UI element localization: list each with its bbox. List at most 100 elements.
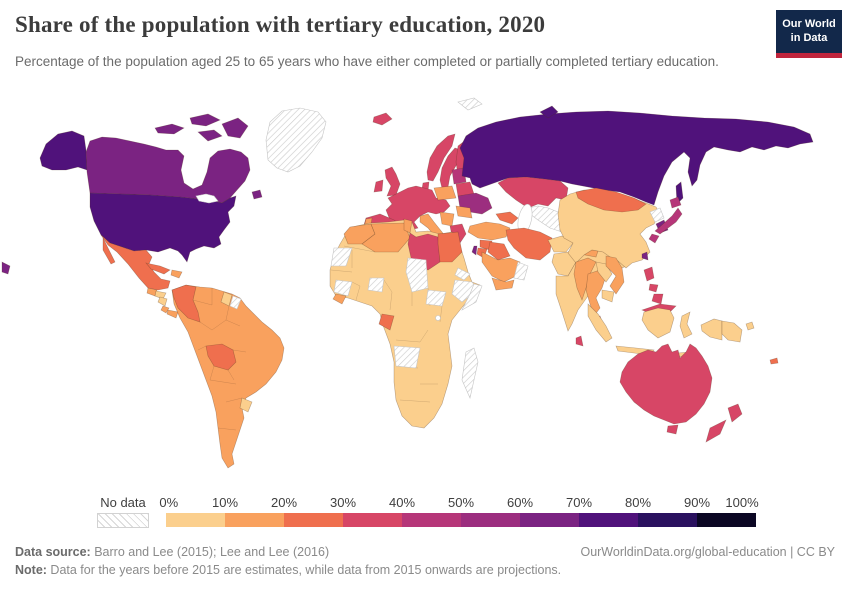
footer-link[interactable]: OurWorldinData.org/global-education | CC… bbox=[580, 545, 835, 559]
country-mexico-baja[interactable]: Mexico: 20-30% bbox=[102, 237, 116, 265]
region-caucasus[interactable]: Caucasus (Georgia, Azerbaijan): 20-30% bbox=[495, 211, 519, 225]
country-gabon[interactable]: Gabon: 20-30% bbox=[378, 313, 395, 331]
country-mexico[interactable]: Mexico: 20-30% bbox=[100, 234, 171, 291]
legend-bin-60-70[interactable] bbox=[520, 513, 579, 527]
page-title: Share of the population with tertiary ed… bbox=[15, 12, 546, 37]
legend-bin-30-40[interactable] bbox=[343, 513, 402, 527]
country-new-caledonia[interactable]: New Caledonia / Vanuatu: 20-30% bbox=[769, 357, 779, 365]
country-indonesia-sulawesi[interactable]: Indonesia: 0-10% bbox=[679, 311, 693, 339]
country-somalia[interactable]: Somalia: No data bbox=[461, 283, 483, 311]
country-canada-island-2[interactable]: Canada: 60-70% bbox=[189, 113, 221, 127]
country-costa-rica[interactable]: Costa Rica: 10-20% bbox=[160, 305, 170, 314]
legend-bin-20-30[interactable] bbox=[284, 513, 343, 527]
country-canada-baffin[interactable]: Canada: 60-70% bbox=[221, 117, 249, 139]
country-oman[interactable]: Oman / UAE: No data bbox=[513, 261, 529, 281]
country-sri-lanka[interactable]: Sri Lanka: 30-40% bbox=[575, 335, 584, 347]
legend-bin-10-20[interactable] bbox=[225, 513, 284, 527]
legend-bin-0-10[interactable] bbox=[166, 513, 225, 527]
legend-bin-80-90[interactable] bbox=[638, 513, 697, 527]
country-egypt[interactable]: Egypt: 20-30% bbox=[437, 231, 463, 263]
country-svalbard[interactable]: Svalbard: No data bbox=[457, 97, 483, 111]
country-japan-kyushu[interactable]: Japan: 40-50% bbox=[648, 233, 660, 244]
country-nicaragua[interactable]: Nicaragua: 0-10% bbox=[157, 296, 168, 307]
country-new-zealand-north[interactable]: New Zealand: 30-40% bbox=[727, 403, 743, 423]
country-united-states[interactable]: United States: 70-80% bbox=[89, 192, 237, 263]
country-canada-island-3[interactable]: Canada: 60-70% bbox=[197, 129, 223, 142]
legend-bin-90-100[interactable] bbox=[697, 513, 756, 527]
country-norway[interactable]: Norway: 30-40% bbox=[426, 133, 456, 182]
country-suriname[interactable]: Suriname: No data bbox=[229, 295, 242, 310]
country-indonesia-sumatra[interactable]: Indonesia: 0-10% bbox=[587, 303, 613, 343]
legend-bin-40-50[interactable] bbox=[402, 513, 461, 527]
country-philippines-visayas[interactable]: Philippines: 30-40% bbox=[648, 283, 659, 293]
country-guyana[interactable]: Guyana: 0-10% bbox=[220, 291, 233, 307]
country-yemen[interactable]: Yemen: 10-20% bbox=[491, 277, 515, 291]
country-alaska[interactable]: United States: 70-80% bbox=[39, 130, 88, 171]
note-text: Data for the years before 2015 are estim… bbox=[46, 563, 562, 578]
owid-logo[interactable]: Our World in Data bbox=[776, 10, 842, 58]
country-israel[interactable]: Israel: 60-70% bbox=[471, 245, 478, 256]
country-canada[interactable]: Canada: 60-70% bbox=[85, 136, 251, 204]
country-iraq[interactable]: Iraq: 20-30% bbox=[487, 241, 511, 261]
country-madagascar[interactable]: Madagascar: No data bbox=[461, 347, 479, 399]
legend-no-data: No data bbox=[97, 495, 149, 528]
country-philippines-luzon[interactable]: Philippines: 30-40% bbox=[643, 266, 655, 282]
country-canada-island-1[interactable]: Canada: 60-70% bbox=[154, 123, 185, 135]
country-panama[interactable]: Panama: 10-20% bbox=[166, 309, 179, 319]
country-australia-tasmania[interactable]: Australia: 30-40% bbox=[666, 424, 679, 435]
country-western-sahara[interactable]: Western Sahara: No data bbox=[330, 247, 353, 267]
country-russia-novaya-zemlya[interactable]: Russia: 70-80% bbox=[539, 105, 559, 119]
legend-tick-50: 50% bbox=[447, 495, 475, 510]
country-cuba[interactable]: Cuba: 20-30% bbox=[145, 262, 171, 275]
country-iceland[interactable]: Iceland: 30-40% bbox=[372, 112, 393, 126]
country-kazakhstan[interactable]: Kazakhstan: 30-40% bbox=[497, 176, 569, 209]
country-balkans[interactable]: Balkans (Serbia, Bulgaria, etc.): 10-20% bbox=[439, 211, 455, 227]
legend-bin-70-80[interactable] bbox=[579, 513, 638, 527]
country-angola[interactable]: Angola: No data bbox=[393, 345, 421, 369]
country-uruguay[interactable]: Uruguay: 0-10% bbox=[239, 397, 253, 413]
country-new-zealand-south[interactable]: New Zealand: 30-40% bbox=[705, 419, 727, 443]
country-liberia[interactable]: Liberia / Sierra Leone: 10-20% bbox=[332, 293, 347, 305]
country-canada-newfoundland[interactable]: Canada: 60-70% bbox=[251, 189, 263, 200]
country-japan-hokkaido[interactable]: Japan: 40-50% bbox=[669, 196, 682, 209]
country-mongolia[interactable]: Mongolia: 20-30% bbox=[575, 187, 647, 213]
country-afghanistan[interactable]: Afghanistan: 0-10% bbox=[547, 235, 575, 253]
country-eritrea[interactable]: Eritrea: No data bbox=[454, 267, 471, 281]
country-vietnam[interactable]: Vietnam: 10-20% bbox=[605, 255, 625, 295]
country-romania[interactable]: Romania: 10-20% bbox=[455, 205, 473, 219]
legend-bin-50-60[interactable] bbox=[461, 513, 520, 527]
country-australia[interactable]: Australia: 30-40% bbox=[619, 343, 713, 425]
country-poland[interactable]: Poland: 10-20% bbox=[433, 185, 457, 201]
country-russia[interactable]: Russia: 70-80% bbox=[459, 110, 814, 206]
country-bolivia[interactable]: Bolivia: 20-30% bbox=[205, 343, 237, 371]
source-text: Barro and Lee (2015); Lee and Lee (2016) bbox=[90, 545, 330, 559]
country-guinea[interactable]: Guinea: No data bbox=[333, 279, 353, 297]
country-hispaniola[interactable]: Dominican Republic / Haiti: 10-20% bbox=[170, 269, 183, 279]
country-indonesia-papua[interactable]: Indonesia: 0-10% bbox=[700, 318, 723, 341]
country-north-korea[interactable]: North Korea: No data bbox=[649, 207, 665, 223]
country-myanmar[interactable]: Myanmar: 10-20% bbox=[573, 257, 597, 301]
country-png-islands[interactable]: Papua New Guinea: 0-10% bbox=[745, 321, 755, 331]
country-south-sudan[interactable]: South Sudan: No data bbox=[425, 289, 447, 307]
country-ireland[interactable]: Ireland: 30-40% bbox=[373, 179, 384, 193]
country-greenland[interactable]: Greenland: No data bbox=[265, 107, 327, 173]
country-indonesia-kalimantan[interactable]: Indonesia: 0-10% bbox=[641, 307, 675, 339]
country-laos[interactable]: Laos: 0-10% bbox=[595, 261, 613, 283]
country-japan-honshu[interactable]: Japan: 40-50% bbox=[654, 207, 683, 235]
country-colombia[interactable]: Colombia: 20-30% bbox=[171, 284, 201, 323]
country-philippines-mindanao[interactable]: Philippines: 30-40% bbox=[651, 293, 664, 305]
legend-no-data-swatch[interactable] bbox=[97, 513, 149, 528]
country-papua-new-guinea[interactable]: Papua New Guinea: 0-10% bbox=[721, 320, 743, 343]
country-cambodia[interactable]: Cambodia: 0-10% bbox=[601, 289, 615, 303]
legend-colorbar: 0% 10% 20% 30% 40% 50% 60% 70% 80% 90% 1… bbox=[159, 495, 759, 527]
country-iran[interactable]: Iran: 20-30% bbox=[505, 227, 553, 261]
country-united-kingdom[interactable]: United Kingdom: 30-40% bbox=[384, 166, 401, 197]
country-turkey[interactable]: Turkey: 10-20% bbox=[467, 221, 511, 241]
country-chad[interactable]: Chad: No data bbox=[405, 257, 429, 293]
legend-bins bbox=[166, 513, 756, 527]
country-taiwan[interactable]: Taiwan: 60-70% bbox=[641, 251, 649, 261]
country-burkina-faso[interactable]: Burkina Faso: No data bbox=[367, 277, 385, 293]
map-fragment-left-edge[interactable]: Canada: 60-70% bbox=[1, 261, 11, 275]
